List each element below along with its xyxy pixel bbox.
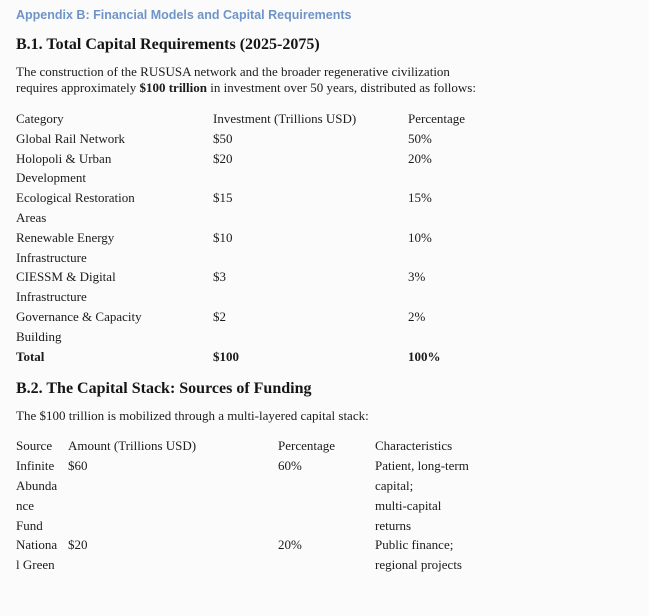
column-header-percentage: Percentage xyxy=(278,438,336,454)
b1-paragraph-line1: The construction of the RUSUSA network a… xyxy=(16,64,450,79)
percentage-cell: 3% xyxy=(408,269,426,285)
table-row: CIESSM & Digital Infrastructure $3 3% xyxy=(16,267,633,307)
investment-cell: $20 xyxy=(213,150,233,166)
table-total-row: Total $100 100% xyxy=(16,347,633,367)
column-header-characteristics: Characteristics xyxy=(375,438,453,454)
column-header-percentage: Percentage xyxy=(408,111,466,126)
percentage-cell: 15% xyxy=(408,190,432,206)
percentage-cell: 2% xyxy=(408,308,426,324)
category-cell: Holopoli & Urban Development xyxy=(16,150,112,186)
b1-paragraph-line2-post: in investment over 50 years, distributed… xyxy=(207,80,476,95)
category-cell: Global Rail Network xyxy=(16,130,126,146)
amount-cell: $60 xyxy=(68,458,88,474)
section-b2-title: B.2. The Capital Stack: Sources of Fundi… xyxy=(16,380,312,398)
investment-cell: $3 xyxy=(213,269,226,285)
table-row: Ecological Restoration Areas $15 15% xyxy=(16,188,633,228)
category-cell: Total xyxy=(16,348,45,364)
capital-requirements-table: Category Investment (Trillions USD) Perc… xyxy=(16,109,633,366)
table-header-row: Category Investment (Trillions USD) Perc… xyxy=(16,109,633,129)
percentage-cell: 60% xyxy=(278,458,302,474)
b1-paragraph: The construction of the RUSUSA network a… xyxy=(16,64,633,96)
appendix-title: Appendix B: Financial Models and Capital… xyxy=(16,8,352,22)
category-cell: CIESSM & Digital Infrastructure xyxy=(16,269,116,305)
column-header-source: Source xyxy=(16,438,53,454)
amount-cell: $20 xyxy=(68,537,88,553)
b1-paragraph-line2-pre: requires approximately xyxy=(16,80,140,95)
characteristics-cell: Patient, long-term capital; multi-capita… xyxy=(375,458,469,533)
b1-paragraph-bold-amount: $100 trillion xyxy=(139,80,207,95)
category-cell: Renewable Energy Infrastructure xyxy=(16,229,115,265)
investment-cell: $15 xyxy=(213,190,233,206)
column-header-investment: Investment (Trillions USD) xyxy=(213,111,357,126)
category-cell: Governance & Capacity Building xyxy=(16,308,142,344)
characteristics-cell: Public finance; regional projects xyxy=(375,537,462,573)
table-header-row: Source Amount (Trillions USD) Percentage… xyxy=(16,436,633,456)
document-page: Appendix B: Financial Models and Capital… xyxy=(0,8,649,616)
percentage-cell: 20% xyxy=(278,537,302,553)
investment-cell: $100 xyxy=(213,348,239,364)
source-cell: Nationa l Green xyxy=(16,537,58,573)
column-header-amount: Amount (Trillions USD) xyxy=(68,438,197,454)
funding-sources-table: Source Amount (Trillions USD) Percentage… xyxy=(16,436,633,575)
investment-cell: $50 xyxy=(213,130,233,146)
table-row: Holopoli & Urban Development $20 20% xyxy=(16,149,633,189)
table-row: Renewable Energy Infrastructure $10 10% xyxy=(16,228,633,268)
section-b1-title: B.1. Total Capital Requirements (2025-20… xyxy=(16,36,320,53)
column-header-category: Category xyxy=(16,111,64,126)
table-row: Global Rail Network $50 50% xyxy=(16,129,633,149)
source-cell: Infinite Abunda nce Fund xyxy=(16,458,58,533)
percentage-cell: 10% xyxy=(408,229,432,245)
table-row: Nationa l Green $20 20% Public finance; … xyxy=(16,535,633,575)
investment-cell: $10 xyxy=(213,229,233,245)
table-row: Infinite Abunda nce Fund $60 60% Patient… xyxy=(16,456,633,535)
category-cell: Ecological Restoration Areas xyxy=(16,190,135,225)
percentage-cell: 50% xyxy=(408,130,432,146)
table-row: Governance & Capacity Building $2 2% xyxy=(16,307,633,347)
b2-paragraph: The $100 trillion is mobilized through a… xyxy=(16,408,369,424)
percentage-cell: 100% xyxy=(408,348,441,364)
percentage-cell: 20% xyxy=(408,150,432,166)
investment-cell: $2 xyxy=(213,308,226,324)
